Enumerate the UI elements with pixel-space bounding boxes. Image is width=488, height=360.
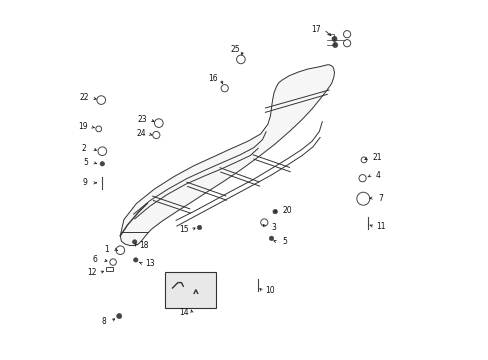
Circle shape — [100, 162, 104, 166]
Text: 16: 16 — [207, 74, 217, 83]
Circle shape — [332, 42, 337, 48]
Text: 5: 5 — [83, 158, 88, 167]
Text: 13: 13 — [145, 259, 155, 268]
Circle shape — [132, 240, 137, 244]
Text: 19: 19 — [78, 122, 88, 131]
Text: 5: 5 — [282, 238, 286, 247]
Text: 21: 21 — [371, 153, 381, 162]
Text: 11: 11 — [375, 222, 385, 231]
Circle shape — [117, 314, 122, 319]
Bar — [106, 267, 113, 271]
Text: 7: 7 — [377, 194, 382, 202]
Text: 23: 23 — [137, 115, 146, 124]
Bar — [165, 272, 215, 308]
Text: 6: 6 — [92, 256, 97, 264]
Text: 20: 20 — [282, 206, 291, 215]
Text: 14: 14 — [179, 308, 188, 317]
Text: 4: 4 — [375, 171, 380, 180]
Text: 25: 25 — [230, 45, 240, 54]
Text: 10: 10 — [265, 287, 275, 295]
Text: 17: 17 — [310, 25, 320, 34]
Text: 9: 9 — [83, 179, 88, 188]
Circle shape — [133, 258, 138, 262]
Polygon shape — [120, 65, 334, 246]
Circle shape — [272, 210, 277, 214]
Text: 12: 12 — [86, 269, 96, 277]
Circle shape — [197, 225, 201, 230]
Circle shape — [331, 36, 336, 41]
Text: 22: 22 — [80, 94, 89, 103]
Text: 15: 15 — [179, 225, 188, 234]
Text: 24: 24 — [136, 130, 145, 139]
Text: 3: 3 — [271, 223, 276, 232]
Text: 18: 18 — [140, 241, 149, 250]
Text: 2: 2 — [82, 144, 86, 153]
Circle shape — [269, 236, 273, 240]
Text: 8: 8 — [101, 317, 105, 325]
Text: 1: 1 — [104, 245, 109, 253]
